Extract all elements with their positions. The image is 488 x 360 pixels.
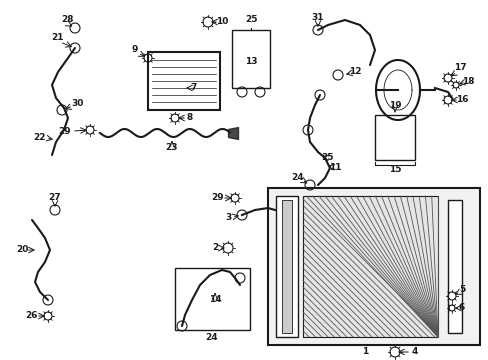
Text: 27: 27: [49, 194, 61, 202]
Text: 17: 17: [453, 63, 466, 72]
Text: 7: 7: [190, 84, 197, 93]
Text: 1: 1: [361, 347, 367, 356]
Text: 10: 10: [215, 18, 228, 27]
Text: 29: 29: [59, 127, 71, 136]
Bar: [231, 30, 269, 88]
Text: 14: 14: [208, 296, 221, 305]
Bar: [374, 115, 414, 160]
Text: 16: 16: [455, 95, 468, 104]
Text: 24: 24: [291, 174, 304, 183]
Bar: [275, 196, 297, 337]
Text: 6: 6: [458, 303, 464, 312]
Text: 24: 24: [205, 333, 218, 342]
Text: 18: 18: [461, 77, 473, 86]
Text: 12: 12: [348, 68, 361, 77]
Text: 25: 25: [244, 15, 257, 24]
Text: 19: 19: [388, 100, 401, 109]
Text: 28: 28: [61, 15, 74, 24]
Text: 15: 15: [388, 166, 401, 175]
Text: 8: 8: [186, 113, 193, 122]
Text: 31: 31: [311, 13, 324, 22]
Text: 29: 29: [211, 194, 224, 202]
Text: 4: 4: [411, 347, 417, 356]
Text: 13: 13: [244, 58, 257, 67]
Bar: [282, 200, 291, 333]
Text: 11: 11: [328, 163, 341, 172]
Bar: [175, 268, 249, 330]
Text: 25: 25: [321, 153, 334, 162]
Text: 22: 22: [34, 134, 46, 143]
Bar: [303, 196, 437, 337]
Text: 21: 21: [52, 33, 64, 42]
Text: 3: 3: [224, 213, 231, 222]
Text: 9: 9: [132, 45, 138, 54]
Text: 2: 2: [211, 243, 218, 252]
Text: 5: 5: [458, 285, 464, 294]
Text: 20: 20: [16, 246, 28, 255]
Bar: [447, 200, 461, 333]
Text: 26: 26: [26, 311, 38, 320]
Bar: [267, 188, 479, 345]
Text: 23: 23: [165, 144, 178, 153]
Bar: [148, 52, 220, 110]
Text: 30: 30: [72, 99, 84, 108]
